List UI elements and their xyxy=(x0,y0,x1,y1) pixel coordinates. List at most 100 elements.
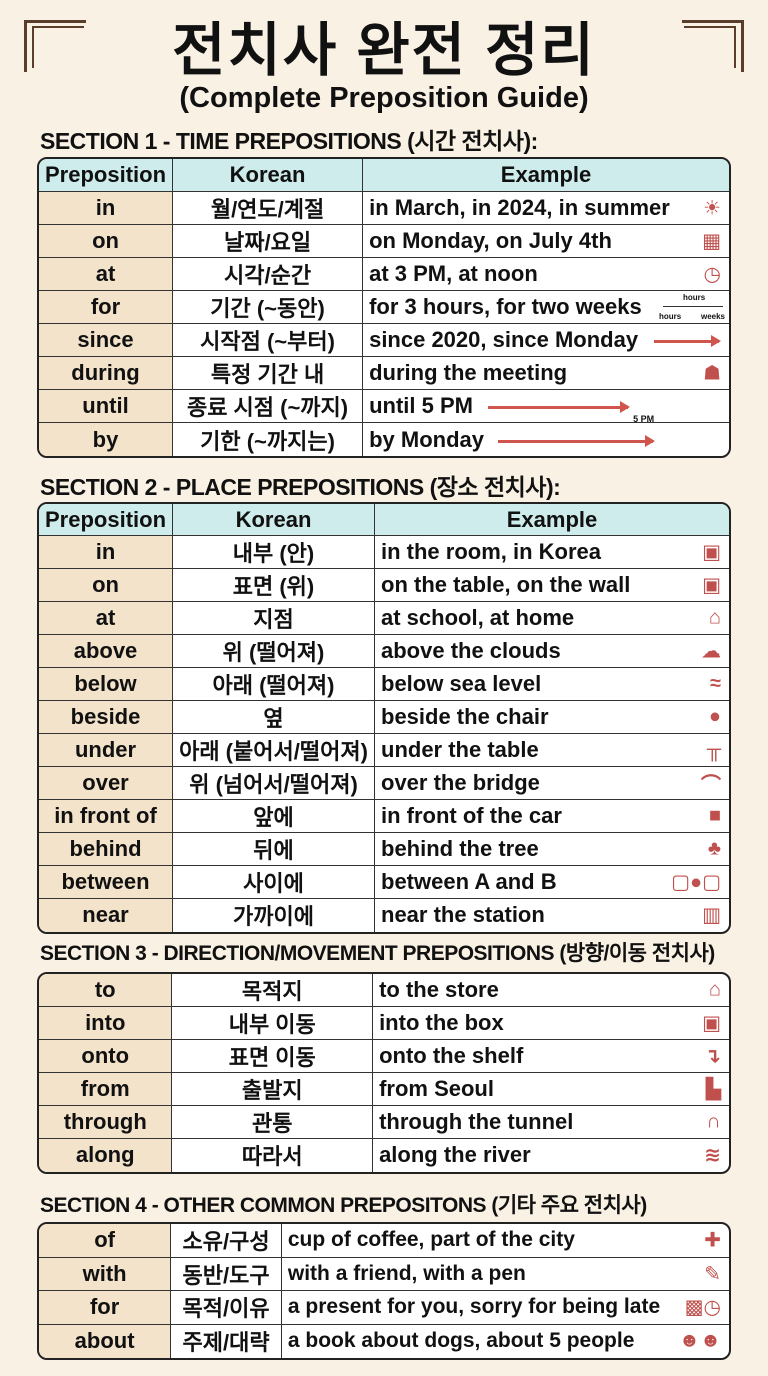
preposition-cell: on xyxy=(39,569,174,603)
preposition-cell-text: onto xyxy=(81,1043,130,1068)
table-row: along 따라서 along the river ≋ xyxy=(39,1139,729,1172)
preposition-cell: beside xyxy=(39,701,174,735)
table-row: about 주제/대략 a book about dogs, about 5 peo… xyxy=(39,1324,729,1358)
clock-icon: ◷ xyxy=(703,263,721,286)
preposition-cell: since xyxy=(39,324,174,357)
example-cell-text: from Seoul xyxy=(379,1076,494,1101)
preposition-cell: in front of xyxy=(39,800,174,834)
korean-cell: 시각/순간 xyxy=(173,258,364,291)
preposition-cell: from xyxy=(39,1073,173,1106)
preposition-cell-text: about xyxy=(74,1328,135,1354)
korean-cell-text: 월/연도/계절 xyxy=(210,197,325,222)
preposition-cell-text: at xyxy=(95,605,116,631)
preposition-cell: with xyxy=(39,1257,172,1291)
preposition-cell: at xyxy=(39,258,174,291)
preposition-cell: above xyxy=(39,635,174,669)
example-cell-text: in front of the car xyxy=(381,803,562,829)
box-icon: ▣ xyxy=(702,1012,721,1035)
korean-cell-text: 위 (넘어서/떨어져) xyxy=(189,772,358,798)
example-cell: between A and B ▢●▢ xyxy=(375,866,729,900)
gift-clock-icon: ▩◷ xyxy=(684,1296,721,1319)
korean-cell-text: 동반/도구 xyxy=(182,1262,270,1288)
korean-cell: 목적지 xyxy=(172,974,374,1007)
korean-cell: 관통 xyxy=(172,1106,374,1139)
korean-cell-text: 앞에 xyxy=(253,805,294,831)
example-cell: onto the shelf ↴ xyxy=(373,1040,729,1073)
section-3-table: to 목적지 to the store ⌂ into 내부 이동 into the box ▣… xyxy=(37,972,731,1174)
box-icon: ▣ xyxy=(702,541,721,564)
example-cell-text: for 3 hours, for two weeks xyxy=(369,294,642,319)
example-cell-text: a present for you, sorry for being late xyxy=(287,1295,661,1319)
example-cell-text: between A and B xyxy=(381,869,557,895)
preposition-cell-text: in front of xyxy=(54,803,157,829)
example-cell-text: into the box xyxy=(379,1010,504,1035)
corner-ornament-right xyxy=(682,20,744,72)
preposition-cell: at xyxy=(39,602,174,636)
example-cell: at 3 PM, at noon ◷ xyxy=(363,258,729,291)
timeline-label: weeks xyxy=(700,312,725,321)
preposition-cell-text: between xyxy=(61,869,150,895)
preposition-cell-text: over xyxy=(82,770,129,796)
korean-cell: 소유/구성 xyxy=(171,1224,282,1258)
korean-cell: 아래 (붙어서/떨어져) xyxy=(173,734,375,768)
tunnel-icon: ∩ xyxy=(706,1110,721,1133)
korean-cell: 종료 시점 (~까지) xyxy=(173,390,364,423)
example-cell-text: with a friend, with a pen xyxy=(287,1261,526,1285)
preposition-cell-text: in xyxy=(95,195,116,220)
preposition-cell-text: on xyxy=(92,572,119,598)
preposition-cell-text: by xyxy=(92,426,119,452)
korean-cell: 시작점 (~부터) xyxy=(173,324,364,357)
example-cell-text: near the station xyxy=(381,902,545,928)
korean-cell-text: 시각/순간 xyxy=(224,263,312,288)
korean-cell: 날짜/요일 xyxy=(173,225,364,258)
calendar-sun-icon: ☀ xyxy=(703,197,721,220)
preposition-cell-text: with xyxy=(82,1260,127,1286)
calendar-icon: ▦ xyxy=(702,230,721,253)
korean-cell-text: 목적/이유 xyxy=(182,1296,270,1322)
table-row: since 시작점 (~부터) since 2020, since Monday xyxy=(39,324,729,357)
korean-cell: 동반/도구 xyxy=(171,1257,282,1291)
korean-cell-text: 사이에 xyxy=(243,871,304,897)
preposition-cell: of xyxy=(39,1224,172,1258)
example-cell-text: on the table, on the wall xyxy=(381,572,631,598)
korean-cell: 아래 (떨어져) xyxy=(173,668,375,702)
table-row: into 내부 이동 into the box ▣ xyxy=(39,1007,729,1040)
people-icon: ☻☻ xyxy=(678,1329,721,1352)
timeline-icon: hours hours weeks xyxy=(659,293,725,321)
table-row: above 위 (떨어져) above the clouds ☁ xyxy=(39,635,729,669)
example-cell: to the store ⌂ xyxy=(373,974,729,1007)
example-cell-text: to the store xyxy=(379,977,499,1002)
korean-cell: 위 (넘어서/떨어져) xyxy=(173,767,375,801)
example-cell: below sea level ≈ xyxy=(375,668,729,702)
column-header-preposition: Preposition xyxy=(39,159,174,192)
korean-cell-text: 목적지 xyxy=(241,979,303,1004)
table-row: in 월/연도/계절 in March, in 2024, in summer ☀ xyxy=(39,192,729,225)
korean-cell: 목적/이유 xyxy=(171,1291,282,1325)
korean-cell-text: 위 (떨어져) xyxy=(222,640,325,666)
preposition-cell: about xyxy=(39,1324,172,1358)
preposition-cell-text: below xyxy=(74,671,137,697)
example-cell: in the room, in Korea ▣ xyxy=(375,536,729,570)
example-cell-text: behind the tree xyxy=(381,836,539,862)
example-cell: through the tunnel ∩ xyxy=(373,1106,729,1139)
korean-cell-text: 주제/대략 xyxy=(182,1330,270,1356)
preposition-cell-text: for xyxy=(89,1294,120,1320)
example-cell: in front of the car ■ xyxy=(375,800,729,834)
blocks-icon: ▢●▢ xyxy=(671,871,721,894)
column-header-example: Example xyxy=(363,159,729,192)
table-row: behind 뒤에 behind the tree ♣ xyxy=(39,833,729,867)
example-cell-text: cup of coffee, part of the city xyxy=(287,1228,575,1252)
korean-cell: 사이에 xyxy=(173,866,375,900)
preposition-cell-text: to xyxy=(94,977,116,1002)
pen-icon: ✎ xyxy=(704,1263,721,1286)
preposition-cell: for xyxy=(39,1291,172,1325)
korean-cell: 기한 (~까지는) xyxy=(173,423,364,456)
preposition-cell-text: since xyxy=(77,327,134,352)
example-cell-text: through the tunnel xyxy=(379,1109,574,1134)
arrow-icon xyxy=(498,434,656,447)
example-cell-text: over the bridge xyxy=(381,770,540,796)
korean-cell: 기간 (~동안) xyxy=(173,291,364,324)
table-row: on 날짜/요일 on Monday, on July 4th ▦ xyxy=(39,225,729,258)
example-cell: by Monday xyxy=(363,423,729,456)
bridge-icon: ⌒ xyxy=(701,774,721,797)
